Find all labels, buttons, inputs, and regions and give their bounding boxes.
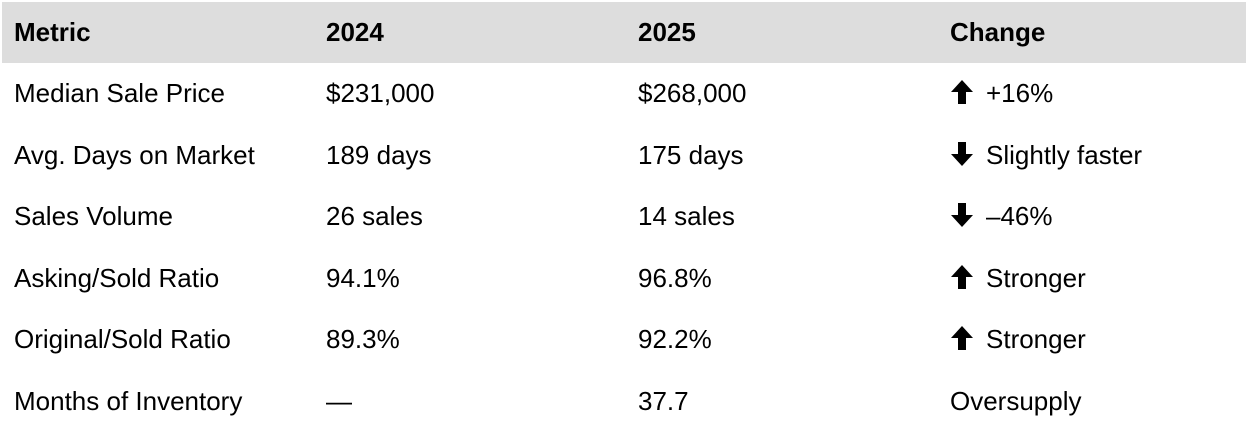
arrow-down-icon	[950, 141, 974, 167]
header-row: Metric 2024 2025 Change	[2, 2, 1246, 63]
cell-2024: —	[326, 385, 352, 416]
arrow-up-icon	[950, 325, 974, 351]
cell-2025: 37.7	[638, 385, 689, 416]
market-comparison-table: Metric 2024 2025 Change Median Sale Pric…	[2, 2, 1246, 432]
cell-metric: Median Sale Price	[14, 78, 225, 109]
arrow-up-icon	[950, 79, 974, 105]
table-row: Months of Inventory — 37.7 Oversupply	[2, 371, 1246, 433]
cell-2025: $268,000	[638, 78, 747, 109]
cell-2025: 14 sales	[638, 201, 735, 232]
cell-2024: 94.1%	[326, 262, 400, 293]
change-text: +16%	[986, 78, 1054, 109]
cell-2024: 189 days	[326, 139, 432, 170]
table-row: Sales Volume 26 sales 14 sales –46%	[2, 186, 1246, 248]
table-row: Avg. Days on Market 189 days 175 days Sligh…	[2, 125, 1246, 187]
table-header: Metric 2024 2025 Change	[2, 2, 1246, 63]
cell-metric: Original/Sold Ratio	[14, 324, 231, 355]
cell-metric: Sales Volume	[14, 201, 173, 232]
cell-2025: 175 days	[638, 139, 744, 170]
cell-change: Stronger	[938, 248, 1246, 310]
cell-2024: 26 sales	[326, 201, 423, 232]
cell-change: Slightly faster	[938, 125, 1246, 187]
cell-2024: 89.3%	[326, 324, 400, 355]
arrow-up-icon	[950, 264, 974, 290]
table-row: Median Sale Price $231,000 $268,000 +16%	[2, 63, 1246, 125]
cell-change: Oversupply	[938, 371, 1246, 433]
header-change: Change	[950, 17, 1046, 47]
table-row: Asking/Sold Ratio 94.1% 96.8% Stronger	[2, 248, 1246, 310]
table-row: Original/Sold Ratio 89.3% 92.2% Stronger	[2, 309, 1246, 371]
cell-2024: $231,000	[326, 78, 435, 109]
change-text: Slightly faster	[986, 139, 1143, 170]
arrow-down-icon	[950, 202, 974, 228]
cell-change: –46%	[938, 186, 1246, 248]
change-text: Stronger	[986, 324, 1086, 355]
header-2024: 2024	[326, 17, 384, 47]
cell-metric: Avg. Days on Market	[14, 139, 255, 170]
change-text: Oversupply	[950, 385, 1082, 416]
change-text: Stronger	[986, 262, 1086, 293]
cell-metric: Asking/Sold Ratio	[14, 262, 220, 293]
header-metric: Metric	[14, 17, 91, 47]
header-2025: 2025	[638, 17, 696, 47]
change-text: –46%	[986, 201, 1053, 232]
cell-change: +16%	[938, 63, 1246, 125]
cell-change: Stronger	[938, 309, 1246, 371]
cell-2025: 96.8%	[638, 262, 712, 293]
cell-2025: 92.2%	[638, 324, 712, 355]
cell-metric: Months of Inventory	[14, 385, 243, 416]
table-body: Median Sale Price $231,000 $268,000 +16% Avg…	[2, 63, 1246, 432]
